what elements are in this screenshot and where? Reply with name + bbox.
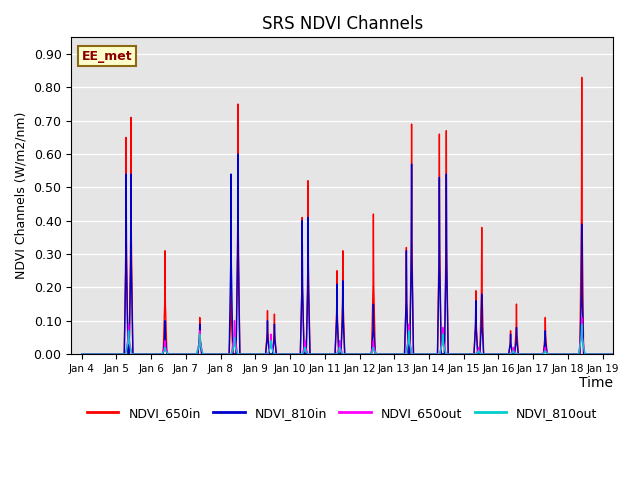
NDVI_810out xyxy=(164,351,172,357)
NDVI_650in xyxy=(227,311,234,317)
NDVI_650out xyxy=(439,324,447,330)
NDVI_810out xyxy=(78,351,86,357)
NDVI_810in xyxy=(263,335,271,340)
NDVI_650in xyxy=(634,351,640,357)
NDVI_650out xyxy=(268,341,275,347)
Legend: NDVI_650in, NDVI_810in, NDVI_650out, NDVI_810out: NDVI_650in, NDVI_810in, NDVI_650out, NDV… xyxy=(82,402,602,424)
NDVI_810in xyxy=(227,261,234,267)
NDVI_810in xyxy=(78,351,86,357)
NDVI_650out xyxy=(578,314,586,320)
NDVI_810out xyxy=(268,345,275,350)
NDVI_810in xyxy=(541,339,549,345)
Text: EE_met: EE_met xyxy=(82,49,132,62)
X-axis label: Time: Time xyxy=(579,376,613,390)
NDVI_650in xyxy=(78,351,86,357)
NDVI_650out xyxy=(634,351,640,357)
NDVI_650out xyxy=(230,335,238,340)
NDVI_810in xyxy=(227,261,235,267)
NDVI_810out xyxy=(230,343,238,348)
Line: NDVI_650in: NDVI_650in xyxy=(82,77,637,354)
NDVI_810out xyxy=(439,331,447,337)
NDVI_650out xyxy=(372,351,380,357)
NDVI_650out xyxy=(164,351,172,357)
NDVI_810in xyxy=(234,151,242,157)
NDVI_650in xyxy=(578,74,586,80)
Line: NDVI_650out: NDVI_650out xyxy=(82,317,637,354)
NDVI_650in xyxy=(227,311,235,317)
NDVI_810out xyxy=(408,351,416,357)
NDVI_810in xyxy=(634,351,640,357)
Line: NDVI_810in: NDVI_810in xyxy=(82,154,637,354)
Y-axis label: NDVI Channels (W/m2/nm): NDVI Channels (W/m2/nm) xyxy=(15,112,28,279)
Title: SRS NDVI Channels: SRS NDVI Channels xyxy=(262,15,423,33)
NDVI_650out xyxy=(78,351,86,357)
NDVI_650in xyxy=(333,310,340,315)
NDVI_810in xyxy=(234,251,241,257)
NDVI_810in xyxy=(333,281,340,287)
NDVI_650in xyxy=(262,351,269,357)
NDVI_810out xyxy=(634,351,640,357)
NDVI_810out xyxy=(578,321,586,327)
Line: NDVI_810out: NDVI_810out xyxy=(82,324,637,354)
NDVI_810out xyxy=(372,351,380,357)
NDVI_650out xyxy=(408,351,416,357)
NDVI_650in xyxy=(541,314,549,320)
NDVI_650in xyxy=(234,226,241,232)
